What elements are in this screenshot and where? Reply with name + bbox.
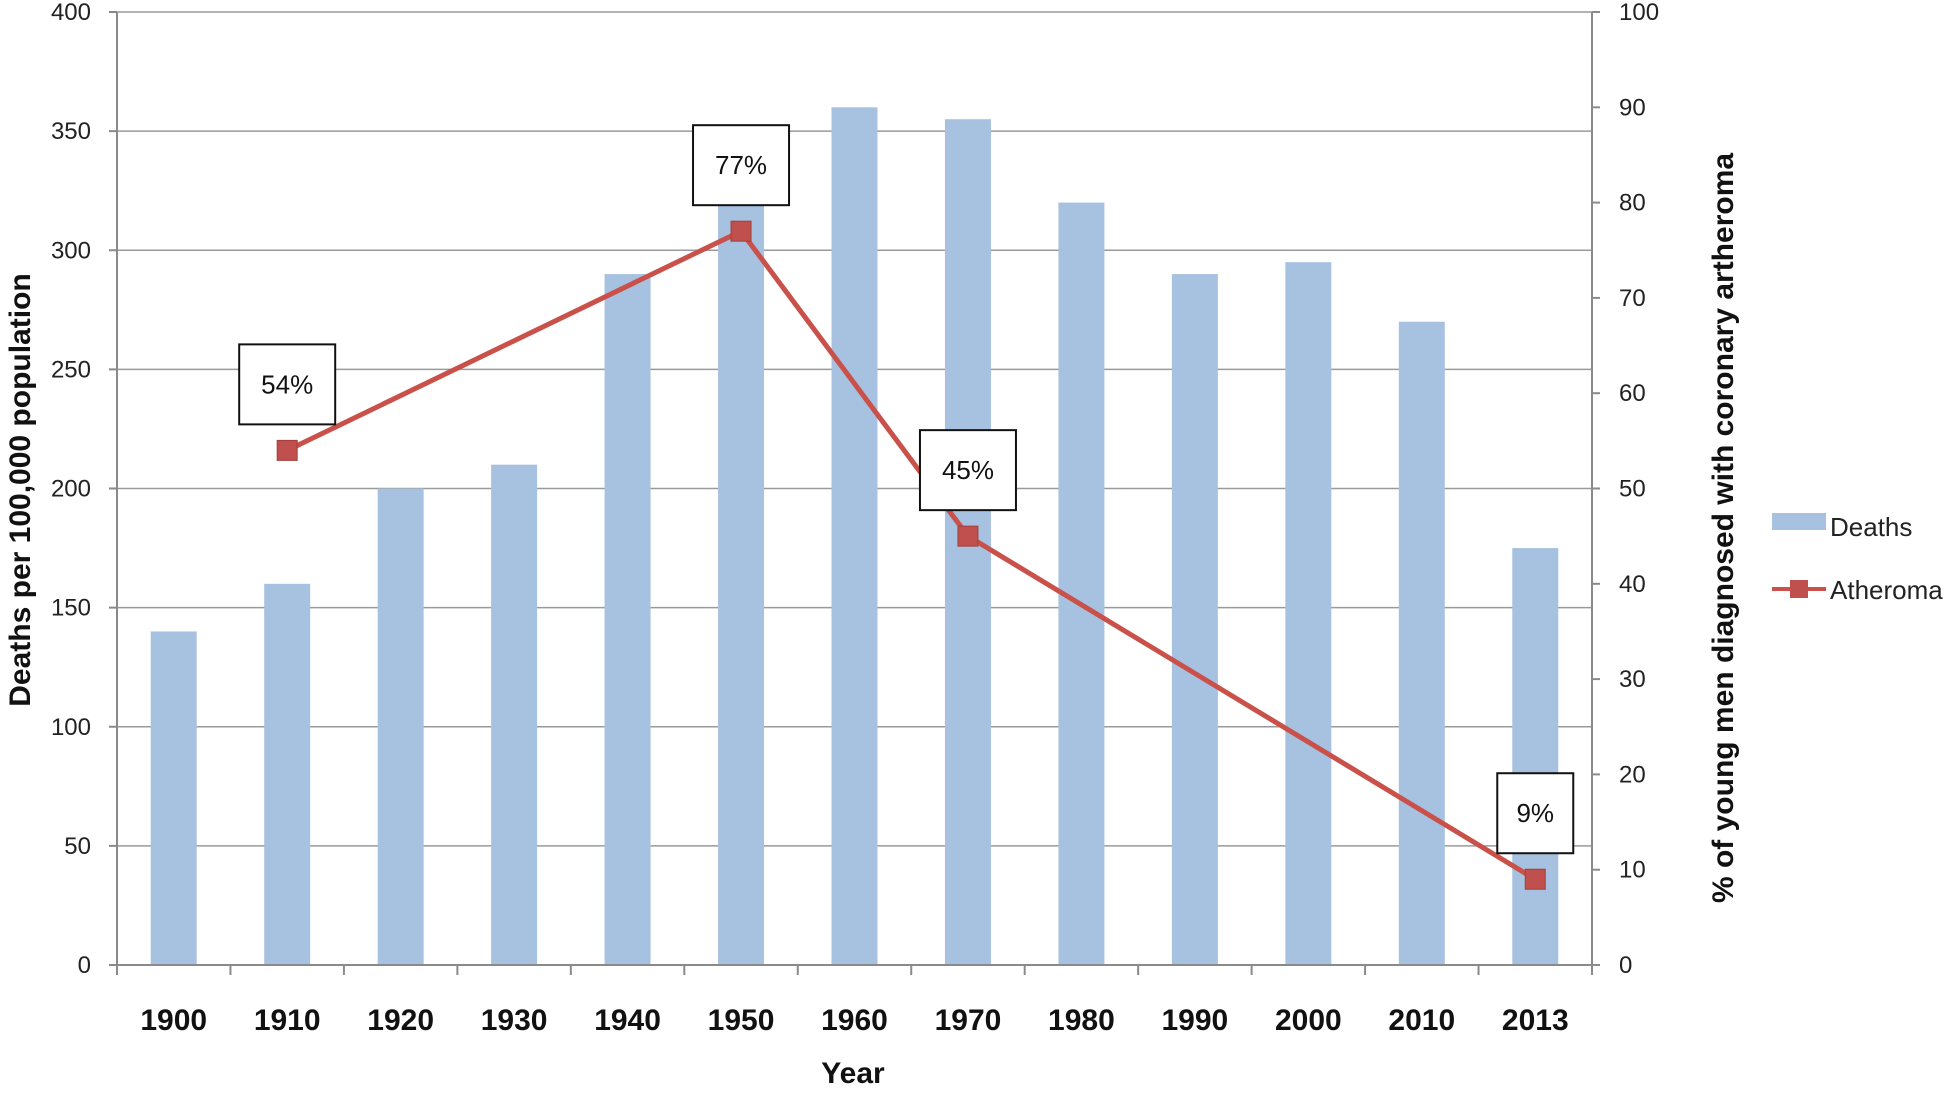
annotation-box-1950 bbox=[692, 124, 791, 207]
y-tick-label: 300 bbox=[51, 237, 91, 264]
x-tick-label: 1980 bbox=[1048, 1004, 1115, 1037]
x-tick-label: 1910 bbox=[254, 1004, 321, 1037]
y-tick-label: 250 bbox=[51, 356, 91, 383]
bar-deaths-2013 bbox=[1512, 548, 1559, 965]
annotation-label-1950: 77% bbox=[715, 150, 767, 180]
bar-deaths-1940 bbox=[604, 274, 651, 965]
annotation-label-1910: 54% bbox=[261, 369, 313, 399]
y-tick-label: 0 bbox=[78, 952, 91, 979]
x-tick-label: 2013 bbox=[1502, 1004, 1569, 1037]
bar-deaths-1930 bbox=[491, 464, 538, 965]
bar-deaths-1980 bbox=[1058, 202, 1105, 966]
y2-tick-label: 10 bbox=[1619, 857, 1646, 884]
bar-deaths-1960 bbox=[831, 107, 878, 966]
y-tick-label: 350 bbox=[51, 118, 91, 145]
atheroma-point-2013 bbox=[1524, 868, 1546, 890]
y-tick-label: 400 bbox=[51, 0, 91, 26]
x-tick-label: 2010 bbox=[1388, 1004, 1455, 1037]
y2-tick-label: 70 bbox=[1619, 285, 1646, 312]
atheroma-series-line bbox=[286, 228, 1537, 882]
atheroma-line bbox=[276, 220, 1546, 890]
x-tick-label: 1930 bbox=[481, 1004, 548, 1037]
y-tick-label: 50 bbox=[64, 833, 91, 860]
legend-deaths-swatch bbox=[1772, 513, 1826, 530]
annotation-label-2013: 9% bbox=[1516, 798, 1554, 828]
y2-tick-label: 100 bbox=[1619, 0, 1659, 26]
annotations: 54% 77% 45% 9% bbox=[238, 124, 1575, 855]
bar-deaths-1900 bbox=[150, 631, 197, 965]
x-tick-label: 1960 bbox=[821, 1004, 888, 1037]
y2-tick-label: 30 bbox=[1619, 666, 1646, 693]
x-tick-label: 1900 bbox=[140, 1004, 207, 1037]
y2-tick-label: 0 bbox=[1619, 952, 1632, 979]
atheroma-point-1950 bbox=[730, 220, 752, 242]
bar-deaths-1920 bbox=[377, 488, 424, 965]
x-tick-label: 1950 bbox=[708, 1004, 775, 1037]
bar-deaths-1990 bbox=[1171, 274, 1218, 965]
deaths-bars bbox=[150, 107, 1559, 966]
x-tick-label: 1970 bbox=[935, 1004, 1002, 1037]
x-tick-label: 1920 bbox=[367, 1004, 434, 1037]
legend: Deaths Atheroma bbox=[1772, 512, 1943, 605]
axes bbox=[109, 11, 1600, 975]
bar-deaths-1950 bbox=[718, 202, 765, 966]
legend-deaths-label: Deaths bbox=[1830, 512, 1912, 542]
bar-deaths-1910 bbox=[264, 583, 311, 965]
y-axis-title: Deaths per 100,000 population bbox=[4, 273, 37, 706]
y2-tick-label: 50 bbox=[1619, 476, 1646, 503]
y2-tick-label: 80 bbox=[1619, 190, 1646, 217]
x-tick-label: 1940 bbox=[594, 1004, 661, 1037]
y2-tick-label: 60 bbox=[1619, 380, 1646, 407]
y-tick-label: 100 bbox=[51, 714, 91, 741]
y-tick-label: 150 bbox=[51, 595, 91, 622]
x-tick-label: 1990 bbox=[1162, 1004, 1229, 1037]
annotation-label-1970: 45% bbox=[942, 455, 994, 485]
y2-axis-title: % of young men diagnosed with coronary a… bbox=[1707, 153, 1740, 903]
x-axis-title: Year bbox=[821, 1057, 885, 1090]
annotation-box-2013 bbox=[1496, 772, 1575, 855]
y2-tick-label: 40 bbox=[1619, 571, 1646, 598]
annotation-box-1970 bbox=[918, 429, 1017, 512]
annotation-box-1910 bbox=[238, 343, 337, 426]
y2-tick-label: 20 bbox=[1619, 761, 1646, 788]
x-tick-label: 2000 bbox=[1275, 1004, 1342, 1037]
y-tick-label: 200 bbox=[51, 476, 91, 503]
bar-deaths-2000 bbox=[1285, 262, 1332, 966]
atheroma-point-1970 bbox=[957, 525, 979, 547]
y2-tick-label: 90 bbox=[1619, 94, 1646, 121]
legend-atheroma-label: Atheroma bbox=[1830, 575, 1943, 605]
legend-atheroma-marker bbox=[1790, 580, 1808, 598]
atheroma-point-1910 bbox=[276, 439, 298, 461]
bar-deaths-2010 bbox=[1398, 321, 1445, 966]
tick-labels: 0 50 100 150 200 250 300 350 400 0 10 20 30 40 50 60 70 8… bbox=[51, 0, 1659, 1037]
